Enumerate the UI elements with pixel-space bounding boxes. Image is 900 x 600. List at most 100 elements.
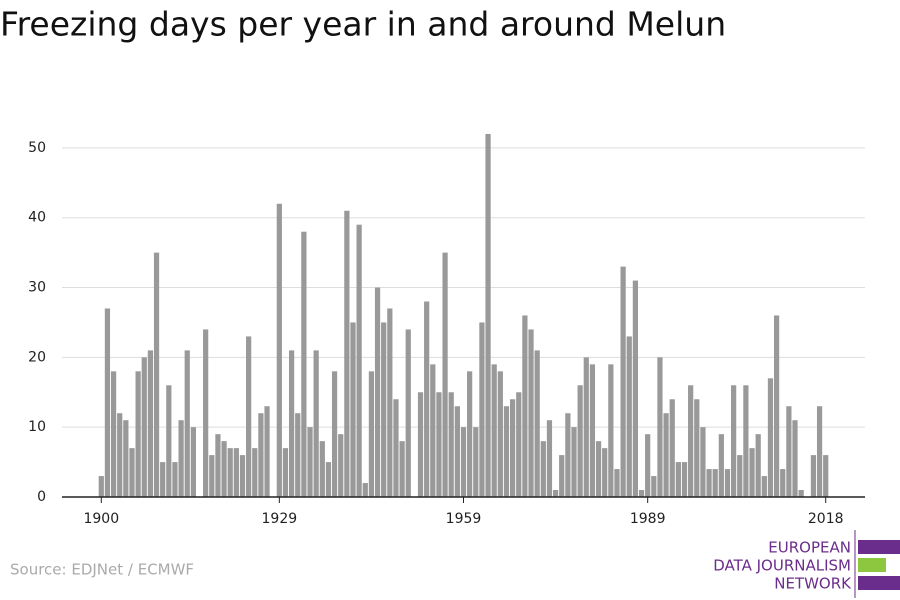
bar	[307, 427, 313, 497]
bar	[786, 406, 792, 497]
bar	[681, 462, 688, 497]
bar	[497, 371, 503, 497]
bar	[743, 385, 749, 497]
bar	[424, 301, 430, 497]
bar	[534, 350, 540, 497]
bar	[233, 448, 239, 497]
bar	[485, 133, 491, 498]
bar	[313, 350, 319, 497]
bar	[608, 364, 614, 497]
y-tick-label: 0	[37, 489, 46, 505]
bar	[319, 441, 325, 497]
logo-text: DATA JOURNALISM	[713, 557, 851, 575]
bar	[460, 427, 467, 497]
bar	[491, 364, 497, 497]
bar	[522, 315, 528, 497]
bar	[448, 392, 454, 497]
bar	[184, 350, 190, 497]
bar	[98, 476, 104, 497]
bar	[823, 455, 829, 497]
bar	[301, 231, 307, 497]
logo-bar	[858, 558, 886, 572]
bar	[780, 469, 786, 497]
y-tick-label: 30	[28, 280, 46, 296]
bar	[203, 329, 209, 497]
bar	[430, 364, 436, 497]
bar	[276, 203, 282, 497]
bar	[651, 476, 657, 497]
bar	[510, 399, 516, 497]
bar	[252, 448, 258, 497]
bar	[528, 329, 534, 497]
bar	[399, 441, 405, 497]
bar	[190, 427, 196, 497]
bar	[129, 448, 135, 497]
bar	[503, 406, 510, 497]
bar	[288, 350, 295, 497]
bar	[258, 413, 264, 497]
bar	[135, 371, 141, 497]
bar	[626, 336, 632, 497]
bar	[712, 469, 718, 497]
y-tick-label: 50	[28, 140, 46, 156]
bar	[767, 378, 774, 497]
bar	[724, 469, 731, 497]
bar	[467, 371, 473, 497]
bar	[552, 490, 559, 497]
bar	[589, 364, 596, 497]
bar	[816, 406, 823, 497]
bar	[282, 448, 289, 497]
bar	[110, 371, 117, 497]
bar	[675, 462, 681, 497]
logo-bar	[858, 540, 900, 554]
bar	[540, 441, 546, 497]
bar	[583, 357, 589, 497]
bar	[638, 490, 645, 497]
bar	[546, 420, 553, 497]
bar	[645, 434, 651, 497]
logo-text: EUROPEAN	[768, 539, 851, 557]
bar	[749, 448, 755, 497]
bar	[344, 210, 350, 497]
bar	[141, 357, 147, 497]
bar	[694, 399, 700, 497]
bar	[577, 385, 583, 497]
bar	[614, 469, 620, 497]
bar	[792, 420, 798, 497]
bar	[620, 266, 626, 497]
bar	[731, 385, 737, 497]
bar	[123, 420, 129, 497]
logo: EUROPEAN DATA JOURNALISM NETWORK	[713, 530, 900, 598]
bar	[239, 455, 246, 497]
bar	[246, 336, 252, 497]
bar	[166, 385, 172, 497]
bar	[209, 455, 215, 497]
logo-bar	[858, 576, 900, 590]
bar	[338, 434, 344, 497]
bar	[104, 308, 111, 497]
bar	[737, 455, 743, 497]
bar	[516, 392, 522, 497]
bar	[718, 434, 724, 497]
bar	[160, 462, 166, 497]
bar	[810, 455, 817, 497]
bar	[417, 392, 424, 497]
bar	[405, 329, 411, 497]
bar	[700, 427, 706, 497]
bar	[356, 224, 362, 497]
bar	[221, 441, 227, 497]
chart-title: Freezing days per year in and around Mel…	[0, 5, 726, 44]
bar	[559, 455, 565, 497]
bar	[331, 371, 338, 497]
bar	[632, 280, 639, 497]
bar	[761, 476, 767, 497]
bar	[565, 413, 571, 497]
bar	[264, 406, 270, 497]
bar	[442, 252, 448, 497]
bar	[325, 462, 332, 497]
bar	[381, 322, 387, 497]
bar	[688, 385, 694, 497]
bar	[215, 434, 221, 497]
bar	[374, 287, 381, 497]
